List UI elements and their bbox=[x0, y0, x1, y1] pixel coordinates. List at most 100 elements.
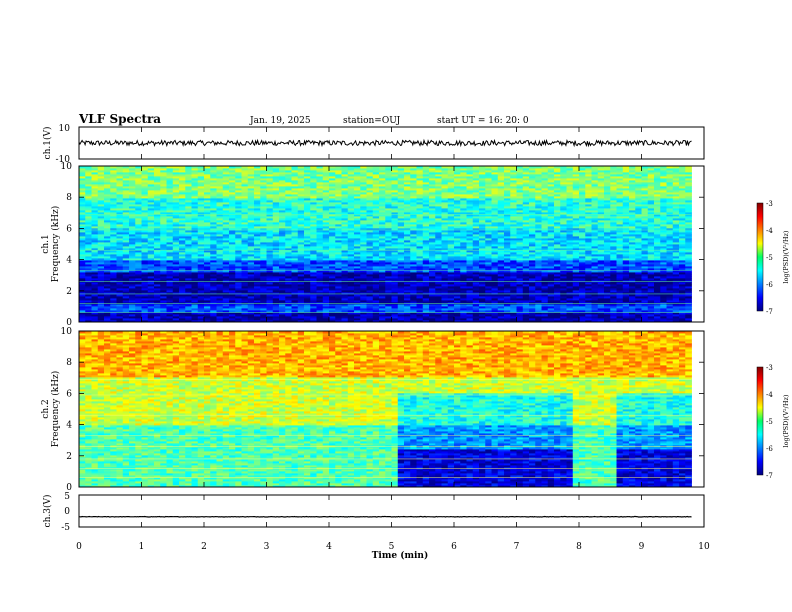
spectrogram-cell bbox=[666, 266, 674, 269]
spectrogram-cell bbox=[485, 308, 492, 311]
spectrogram-cell bbox=[216, 316, 224, 319]
spectrogram-cell bbox=[129, 274, 136, 277]
spectrogram-cell bbox=[485, 318, 492, 321]
spectrogram-cell bbox=[347, 288, 355, 291]
spectrogram-cell bbox=[322, 272, 330, 275]
spectrogram-cell bbox=[291, 260, 299, 263]
spectrogram-cell bbox=[629, 314, 636, 317]
spectrogram-cell bbox=[410, 278, 417, 281]
spectrogram-cell bbox=[197, 244, 205, 247]
spectrogram-cell bbox=[79, 312, 86, 315]
spectrogram-cell bbox=[672, 250, 680, 253]
spectrogram-cell bbox=[516, 312, 524, 315]
spectrogram-cell bbox=[97, 308, 105, 311]
spectrogram-cell bbox=[529, 276, 536, 279]
spectrogram-cell bbox=[466, 250, 474, 253]
spectrogram-cell bbox=[347, 254, 355, 257]
spectrogram-cell bbox=[610, 286, 617, 289]
spectrogram-cell bbox=[241, 248, 249, 251]
spectrogram-cell bbox=[210, 236, 217, 239]
spectrogram-cell bbox=[191, 262, 199, 265]
spectrogram-cell bbox=[610, 262, 617, 265]
spectrogram-cell bbox=[291, 290, 299, 293]
spectrogram-cell bbox=[410, 250, 417, 253]
spectrogram-cell bbox=[254, 236, 261, 239]
spectrogram-cell bbox=[104, 258, 111, 261]
spectrogram-cell bbox=[435, 266, 442, 269]
spectrogram-cell bbox=[454, 264, 461, 267]
spectrogram-cell bbox=[510, 288, 517, 291]
spectrogram-cell bbox=[210, 260, 217, 263]
spectrogram-cell bbox=[504, 308, 511, 311]
spectrogram-cell bbox=[129, 282, 136, 285]
spectrogram-cell bbox=[335, 248, 342, 251]
spectrogram-cell bbox=[579, 314, 586, 317]
spectrogram-cell bbox=[572, 282, 580, 285]
spectrogram-cell bbox=[229, 248, 236, 251]
spectrogram-cell bbox=[479, 256, 486, 259]
spectrogram-cell bbox=[129, 256, 136, 259]
spectrogram-cell bbox=[216, 314, 224, 317]
spectrogram-cell bbox=[91, 276, 99, 279]
spectrogram-cell bbox=[241, 260, 249, 263]
spectrogram-cell bbox=[79, 276, 86, 279]
spectrogram-cell bbox=[629, 256, 636, 259]
spectrogram-cell bbox=[179, 264, 186, 267]
spectrogram-cell bbox=[154, 298, 161, 301]
spectrogram-cell bbox=[616, 318, 624, 321]
spectrogram-cell bbox=[679, 304, 686, 307]
spectrogram-cell bbox=[654, 294, 661, 297]
spectrogram-cell bbox=[404, 248, 411, 251]
spectrogram-cell bbox=[172, 268, 180, 271]
spectrogram-cell bbox=[147, 266, 155, 269]
spectrogram-cell bbox=[204, 306, 211, 309]
spectrogram-cell bbox=[679, 266, 686, 269]
spectrogram-cell bbox=[472, 238, 480, 241]
spectrogram-cell bbox=[466, 264, 474, 267]
spectrogram-cell bbox=[154, 300, 161, 303]
spectrogram-cell bbox=[397, 250, 405, 253]
spectrogram-cell bbox=[310, 310, 317, 313]
spectrogram-cell bbox=[541, 262, 549, 265]
spectrogram-cell bbox=[104, 268, 111, 271]
spectrogram-cell bbox=[397, 244, 405, 247]
spectrogram-cell bbox=[172, 320, 180, 323]
spectrogram-cell bbox=[254, 240, 261, 243]
spectrogram-cell bbox=[91, 312, 99, 315]
spectrogram-cell bbox=[279, 256, 286, 259]
spectrogram-cell bbox=[191, 292, 199, 295]
spectrogram-cell bbox=[329, 300, 336, 303]
spectrogram-cell bbox=[560, 308, 567, 311]
spectrogram-cell bbox=[322, 258, 330, 261]
spectrogram-cell bbox=[479, 276, 486, 279]
spectrogram-cell bbox=[647, 288, 655, 291]
spectrogram-cell bbox=[560, 292, 567, 295]
spectrogram-cell bbox=[397, 266, 405, 269]
spectrogram-cell bbox=[666, 274, 674, 277]
spectrogram-cell bbox=[666, 254, 674, 257]
spectrogram-cell bbox=[335, 306, 342, 309]
spectrogram-cell bbox=[529, 320, 536, 323]
spectrogram-cell bbox=[497, 316, 505, 319]
spectrogram-cell bbox=[672, 282, 680, 285]
spectrogram-cell bbox=[272, 258, 280, 261]
spectrogram-cell bbox=[660, 266, 667, 269]
spectrogram-cell bbox=[154, 242, 161, 245]
spectrogram-cell bbox=[304, 250, 311, 253]
spectrogram-cell bbox=[110, 292, 117, 295]
spectrogram-cell bbox=[572, 270, 580, 273]
spectrogram-cell bbox=[591, 282, 599, 285]
spectrogram-cell bbox=[541, 272, 549, 275]
spectrogram-cell bbox=[491, 314, 499, 317]
spectrogram-cell bbox=[629, 304, 636, 307]
spectrogram-cell bbox=[229, 284, 236, 287]
spectrogram-cell bbox=[229, 250, 236, 253]
spectrogram-cell bbox=[279, 240, 286, 243]
spectrogram-cell bbox=[347, 250, 355, 253]
spectrogram-cell bbox=[597, 244, 605, 247]
spectrogram-cell bbox=[172, 270, 180, 273]
spectrogram-cell bbox=[641, 242, 649, 245]
spectrogram-cell bbox=[585, 260, 592, 263]
spectrogram-cell bbox=[679, 314, 686, 317]
spectrogram-cell bbox=[479, 294, 486, 297]
